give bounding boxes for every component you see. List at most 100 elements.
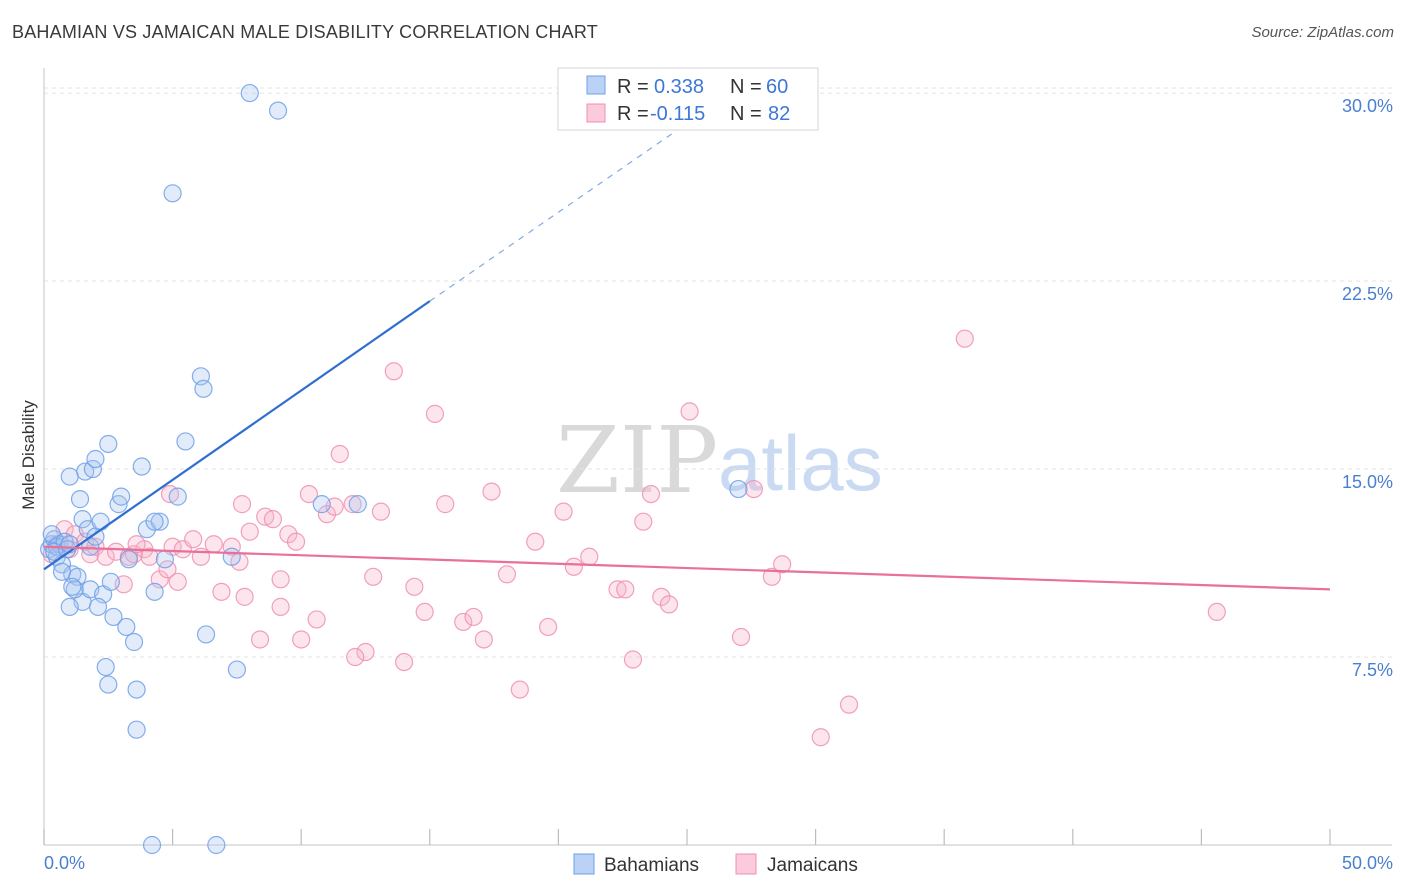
jamaicans-point [554, 502, 573, 521]
bottom-legend-label-jamaicans: Jamaicans [767, 855, 858, 876]
bahamians-point [312, 495, 331, 514]
bahamians-point [52, 562, 72, 581]
legend-r-value-bahamians: 0.338 [654, 76, 704, 98]
jamaicans-point [641, 484, 661, 504]
bahamians-point [63, 577, 82, 596]
gridlines [44, 87, 1392, 658]
bahamians-point [145, 512, 164, 531]
legend-swatch-jamaicans [586, 103, 606, 123]
jamaicans-point [474, 630, 493, 649]
jamaicans-point [271, 570, 290, 589]
bahamians-point [207, 835, 226, 855]
legend-n-value-bahamians: 60 [766, 76, 788, 98]
jamaicans-point [250, 630, 270, 649]
bahamians-point [96, 657, 115, 677]
bahamians-point [117, 617, 136, 637]
jamaicans-point [307, 610, 326, 629]
bahamians-point [73, 510, 92, 529]
jamaicans-point [539, 617, 558, 637]
trend-lines [43, 105, 1331, 591]
x-tick-label-min: 0.0% [44, 853, 85, 873]
jamaicans-point [271, 597, 290, 616]
jamaicans-point [140, 547, 159, 566]
jamaicans-point [680, 402, 699, 421]
jamaicans-point [608, 580, 627, 599]
x-tick-label-max: 50.0% [1342, 853, 1393, 873]
jamaicans-point [436, 495, 455, 514]
y-tick-label: 7.5% [1352, 660, 1393, 680]
bahamians-point [729, 479, 748, 499]
bottom-legend-swatch-jamaicans [735, 853, 757, 875]
bahamians-point [86, 527, 105, 546]
y-tick-labels: 7.5% 15.0% 22.5% 30.0% [1342, 96, 1393, 680]
jamaicans-point [263, 510, 283, 529]
jamaicans-point [762, 567, 781, 586]
jamaicans-point [482, 482, 501, 501]
jamaicans-trend-line [43, 545, 1331, 591]
bahamians-point [104, 607, 123, 627]
jamaicans-point [839, 695, 859, 714]
bahamians-point [58, 540, 77, 559]
bottom-legend-label-bahamians: Bahamians [604, 855, 699, 876]
jamaicans-point [184, 530, 203, 549]
y-tick-label: 30.0% [1342, 96, 1393, 116]
bahamians-point [155, 550, 174, 569]
bahamians-points [40, 83, 748, 855]
jamaicans-point [464, 607, 483, 627]
jamaicans-point [299, 484, 319, 504]
x-ticks [43, 829, 1331, 845]
jamaicans-point [232, 495, 252, 514]
jamaicans-point [330, 444, 349, 464]
correlation-legend: R = 0.338 N = 60 R = -0.115 N = 82 [557, 67, 819, 131]
jamaicans-point [623, 650, 643, 669]
jamaicans-point [744, 479, 763, 499]
bahamians-point [240, 83, 259, 103]
jamaicans-point [1207, 602, 1226, 622]
y-axis-label: Male Disability [19, 400, 38, 510]
jamaicans-point [634, 512, 653, 531]
bahamians-point [150, 512, 169, 531]
bahamians-point [222, 547, 241, 566]
jamaicans-point [317, 505, 337, 524]
jamaicans-point [580, 547, 599, 566]
jamaicans-point [652, 587, 671, 606]
jamaicans-point [240, 522, 259, 541]
jamaicans-point [286, 532, 306, 551]
bahamians-trend-extension [429, 105, 714, 302]
bahamians-point [196, 625, 216, 644]
jamaicans-point [212, 582, 231, 601]
bahamians-point [101, 572, 120, 591]
jamaicans-point [292, 630, 311, 649]
bahamians-point [124, 632, 144, 652]
bahamians-point [86, 449, 105, 469]
bahamians-point [127, 720, 146, 739]
bahamians-point [99, 434, 118, 454]
bottom-legend-swatch-bahamians [573, 853, 595, 875]
bahamians-trend-line [43, 300, 431, 571]
jamaicans-point [497, 565, 517, 584]
jamaicans-point [811, 728, 830, 747]
jamaicans-point [279, 525, 298, 544]
legend-n-value-jamaicans: 82 [768, 103, 790, 125]
legend-n-label-jamaicans: N = [730, 103, 762, 125]
jamaicans-point [526, 532, 545, 551]
jamaicans-point [222, 537, 241, 556]
bahamians-point [60, 597, 79, 616]
jamaicans-point [204, 535, 223, 554]
bahamians-point [127, 680, 146, 699]
bahamians-point [348, 495, 367, 514]
bahamians-point [142, 835, 162, 855]
legend-r-label-bahamians: R = [617, 76, 649, 98]
jamaicans-point [405, 577, 424, 596]
jamaicans-point [364, 567, 383, 586]
jamaicans-point [415, 602, 434, 622]
jamaicans-point [616, 580, 635, 599]
bahamians-point [163, 184, 182, 203]
jamaicans-point [235, 587, 254, 606]
series-legend: Bahamians Jamaicans [573, 853, 858, 876]
bahamians-point [168, 487, 187, 506]
bahamians-point [145, 582, 164, 601]
bahamians-point [132, 457, 151, 476]
jamaicans-point [425, 404, 445, 423]
